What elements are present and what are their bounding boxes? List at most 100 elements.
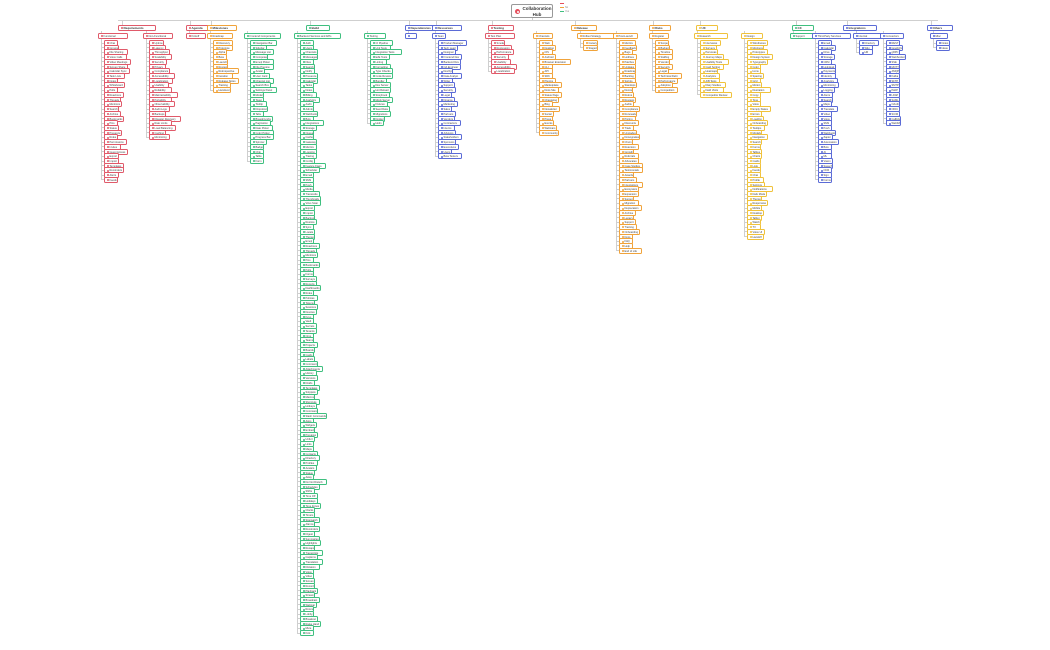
- item-node[interactable]: HR: [859, 49, 873, 56]
- node-bullet-icon: [302, 193, 305, 196]
- node-label: Shifts: [305, 490, 313, 494]
- item-node[interactable]: Forms: [818, 176, 832, 183]
- item-tick-line: [101, 174, 104, 176]
- item-node[interactable]: Beta Testers: [438, 153, 462, 160]
- item-node[interactable]: Handover: [213, 87, 231, 94]
- item-node[interactable]: Monitoring: [149, 134, 170, 141]
- item-node[interactable]: Competitor Review: [700, 91, 732, 98]
- item-node[interactable]: Competition: [655, 87, 678, 94]
- category-node[interactable]: Resources: [432, 25, 462, 31]
- node-bullet-icon: [440, 89, 443, 92]
- item-tick-line: [297, 273, 300, 275]
- item-tick-line: [297, 61, 300, 62]
- item-tick-line: [297, 99, 300, 100]
- item-tick-line: [101, 122, 104, 124]
- item-tick-line: [697, 42, 700, 43]
- group-node[interactable]: Functional: [98, 33, 128, 39]
- item-node[interactable]: Form: [250, 158, 264, 164]
- node-bullet-icon: [302, 438, 305, 441]
- node-bullet-icon: [888, 51, 891, 54]
- category-node[interactable]: CX: [792, 25, 814, 31]
- node-label: Voice: [305, 570, 312, 574]
- item-node[interactable]: Helm: [370, 120, 384, 127]
- item-tick-line: [435, 70, 438, 72]
- root-node[interactable]: Collaboration Hub: [511, 4, 553, 18]
- item-tick-line: [652, 80, 655, 81]
- node-bullet-icon: [252, 89, 255, 92]
- node-bullet-icon: [493, 65, 496, 68]
- node-bullet-icon: [215, 56, 218, 59]
- legend-swatch: [560, 10, 564, 12]
- item-node[interactable]: WebDAV: [886, 120, 901, 127]
- group-node[interactable]: [405, 33, 417, 39]
- group-node[interactable]: Roadmap: [207, 33, 233, 39]
- item-tick-line: [297, 443, 300, 445]
- category-node[interactable]: Others: [927, 25, 953, 31]
- group-node[interactable]: Connectors: [880, 33, 904, 39]
- category-node[interactable]: Milestones: [207, 25, 237, 31]
- node-bullet-icon: [749, 80, 752, 83]
- item-tick-line: [297, 193, 300, 195]
- item-node[interactable]: Feeds: [104, 176, 118, 183]
- item-node[interactable]: Browser Extension: [539, 58, 571, 65]
- group-node[interactable]: Misc: [930, 33, 948, 39]
- node-label: LDAP: [891, 93, 899, 97]
- node-label: Themes: [305, 235, 315, 239]
- item-node[interactable]: Staged: [583, 44, 598, 51]
- item-tick-line: [297, 528, 300, 530]
- node-label: Blog: [544, 103, 550, 107]
- category-node[interactable]: Build: [306, 25, 330, 31]
- item-node[interactable]: Kick: [300, 630, 314, 636]
- group-node[interactable]: Register: [649, 33, 670, 39]
- group-node[interactable]: Research: [694, 33, 728, 39]
- node-label: Bots: [823, 145, 829, 149]
- group-node[interactable]: Support: [790, 33, 814, 39]
- item-node[interactable]: Handoff: [747, 233, 764, 240]
- node-label: Design System: [752, 56, 770, 60]
- item-tick-line: [297, 141, 300, 143]
- group-node[interactable]: Kickoff: [186, 33, 206, 39]
- node-label: Docs Site: [544, 89, 556, 93]
- category-node[interactable]: Integrations: [843, 25, 877, 31]
- node-label: File Preview: [255, 65, 270, 69]
- group-node[interactable]: Team: [432, 33, 447, 39]
- node-label: Transcripts: [305, 551, 319, 555]
- item-node[interactable]: Community: [539, 129, 559, 136]
- node-bullet-icon: [302, 552, 305, 555]
- node-bullet-icon: [252, 51, 255, 54]
- group-node[interactable]: Post-Launch: [613, 33, 639, 39]
- node-label: Virus Scan: [305, 202, 319, 206]
- category-stem-line: [310, 20, 311, 25]
- group-node[interactable]: Design: [741, 33, 763, 39]
- node-label: Advisors: [443, 131, 454, 135]
- item-node[interactable]: End of Life: [619, 247, 642, 254]
- category-node[interactable]: Release: [571, 25, 597, 31]
- category-node[interactable]: Testing: [488, 25, 514, 31]
- item-node[interactable]: Localization: [491, 68, 515, 75]
- group-stem-line: [435, 31, 436, 33]
- group-node[interactable]: Test Plan: [485, 33, 515, 39]
- group-node[interactable]: Frontend Components: [244, 33, 282, 39]
- group-node[interactable]: Channels: [533, 33, 554, 39]
- node-label: TV: [752, 226, 756, 230]
- node-label: Clocks: [305, 509, 314, 513]
- node-bullet-icon: [302, 264, 305, 267]
- item-tick-line: [297, 618, 300, 619]
- item-tick-line: [297, 217, 300, 218]
- item-tick-line: [744, 84, 747, 86]
- node-label: Training: [624, 226, 634, 230]
- group-stem-line: [652, 31, 653, 33]
- group-node[interactable]: Backend Services and APIs: [294, 33, 341, 39]
- item-tick-line: [435, 118, 438, 119]
- node-bullet-icon: [440, 155, 443, 158]
- item-node[interactable]: Ideas: [936, 44, 950, 51]
- node-bullet-icon: [493, 42, 496, 45]
- category-node[interactable]: Requirements: [118, 25, 156, 31]
- category-node[interactable]: UX: [696, 25, 718, 31]
- node-bullet-icon: [440, 61, 443, 64]
- group-node[interactable]: Non-Functional: [143, 33, 173, 39]
- node-bullet-icon: [749, 155, 752, 158]
- group-node[interactable]: Third-Party Services: [812, 33, 851, 39]
- category-node[interactable]: Risks: [649, 25, 671, 31]
- group-node[interactable]: Tooling: [364, 33, 386, 39]
